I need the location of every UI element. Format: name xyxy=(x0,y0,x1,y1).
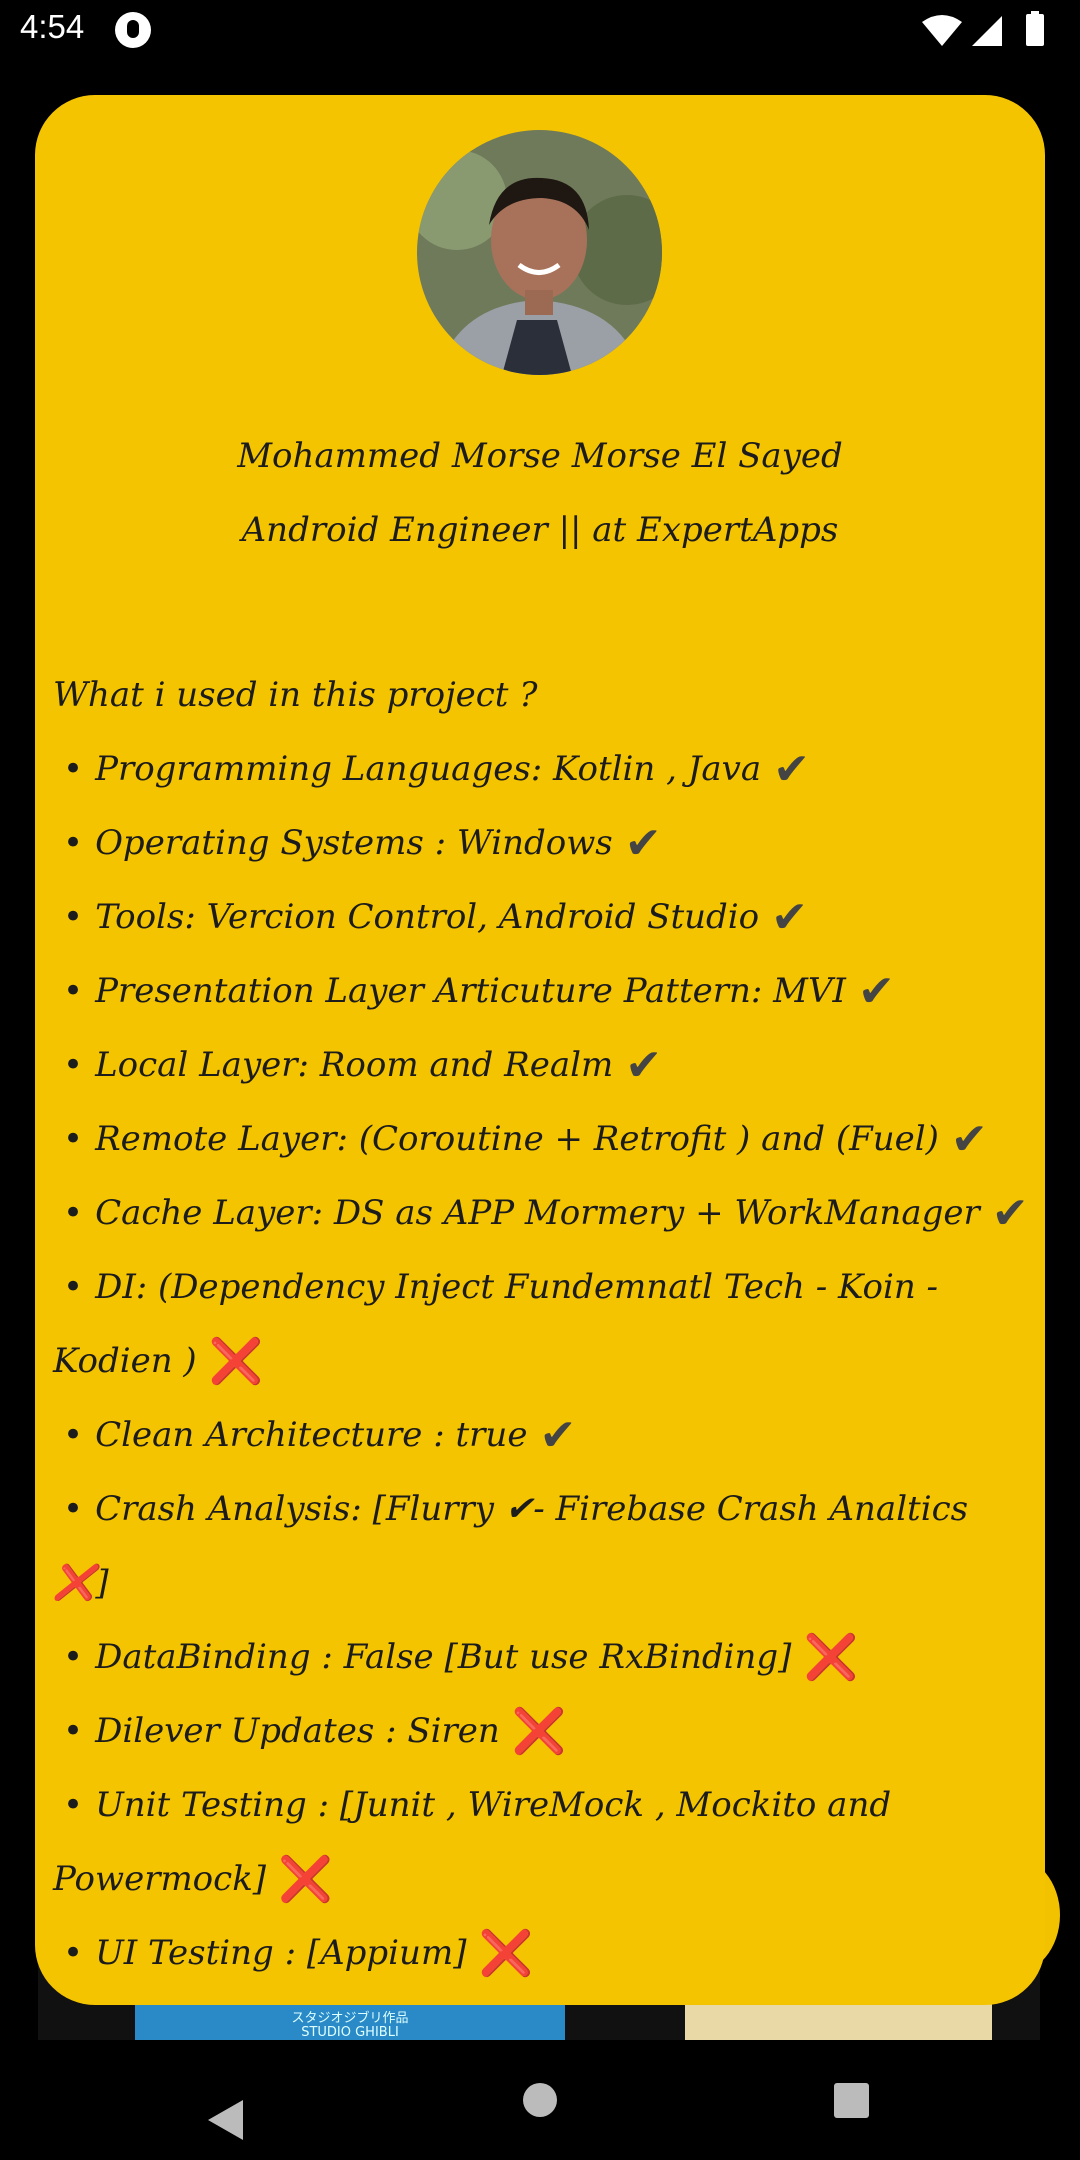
list-item: • Tools: Vercion Control, Android Studio ✔ xyxy=(53,880,1033,954)
list-item: • Programming Languages: Kotlin , Java ✔ xyxy=(53,732,1033,806)
bullet-icon: • xyxy=(63,1119,84,1159)
check-mark-icon: ✔ xyxy=(950,1114,988,1165)
bullet-icon: • xyxy=(63,1193,84,1233)
battery-icon xyxy=(1026,14,1044,46)
profile-title: Android Engineer || at ExpertApps xyxy=(241,510,839,550)
home-icon[interactable] xyxy=(523,2083,557,2117)
list-item: • Dilever Updates : Siren ❌ xyxy=(53,1694,1033,1768)
list-item: • Unit Testing : [Junit , WireMock , Mock… xyxy=(53,1768,1033,1916)
profile-name: Mohammed Morse Morse El Sayed xyxy=(237,436,843,476)
cross-mark-icon: ❌ xyxy=(208,1336,264,1387)
list-item: • Cache Layer: DS as APP Mormery + WorkMa… xyxy=(53,1176,1033,1250)
bullet-icon: • xyxy=(63,749,84,789)
list-item-text: Presentation Layer Articuture Pattern: M… xyxy=(95,971,846,1011)
list-item: • DataBinding : False [But use RxBinding]… xyxy=(53,1620,1033,1694)
bullet-icon: • xyxy=(63,1711,84,1751)
check-mark-icon: ✔ xyxy=(539,1410,577,1461)
cross-mark-icon: ❌ xyxy=(803,1632,859,1683)
list-item: • UI Testing : [Appium] ❌ xyxy=(53,1916,1033,1990)
list-item: • Clean Architecture : true ✔ xyxy=(53,1398,1033,1472)
list-item: • Local Layer: Room and Realm ✔ xyxy=(53,1028,1033,1102)
bullet-icon: • xyxy=(63,1785,84,1825)
recents-icon[interactable] xyxy=(834,2083,869,2118)
bullet-icon: • xyxy=(63,971,84,1011)
list-item-text: Operating Systems : Windows xyxy=(95,823,613,863)
bullet-icon: • xyxy=(63,897,84,937)
avatar xyxy=(417,130,662,375)
tech-list: • Programming Languages: Kotlin , Java ✔ • O… xyxy=(53,732,1033,1990)
profile-photo-icon xyxy=(417,130,662,375)
bullet-icon: • xyxy=(63,1415,84,1455)
list-item-text: Unit Testing : [Junit , WireMock , Mocki… xyxy=(53,1785,892,1899)
list-item-text: Programming Languages: Kotlin , Java xyxy=(95,749,762,789)
bullet-icon: • xyxy=(63,1637,84,1677)
project-question: What i used in this project ? xyxy=(53,675,538,715)
list-item: • Crash Analysis: [Flurry ✔- Firebase Cra… xyxy=(53,1472,1033,1620)
profile-card: Mohammed Morse Morse El Sayed Android En… xyxy=(35,95,1045,2005)
status-icons xyxy=(922,11,1044,46)
list-item-text: Clean Architecture : true xyxy=(95,1415,528,1455)
list-item-text: Dilever Updates : Siren xyxy=(95,1711,500,1751)
cross-mark-icon: ❌ xyxy=(278,1854,333,1905)
list-item: • Presentation Layer Articuture Pattern: … xyxy=(53,954,1033,1028)
list-item-text: DI: (Dependency Inject Fundemnatl Tech -… xyxy=(53,1267,939,1381)
project-section: What i used in this project ? • Programmi… xyxy=(53,658,1033,1990)
status-bar: 4:54 xyxy=(0,0,1080,60)
signal-icon xyxy=(972,16,1002,46)
navigation-bar xyxy=(208,2083,869,2140)
list-item: • Operating Systems : Windows ✔ xyxy=(53,806,1033,880)
background-thumbnail-left-label: スタジオジブリ作品 STUDIO GHIBLI xyxy=(291,2011,409,2040)
list-item-text: Tools: Vercion Control, Android Studio xyxy=(95,897,760,937)
bullet-icon: • xyxy=(63,1933,84,1973)
check-mark-icon: ✔ xyxy=(625,1040,663,1091)
list-item-text: UI Testing : [Appium] xyxy=(95,1933,467,1973)
cross-mark-icon: ❌ xyxy=(478,1928,534,1979)
status-time: 4:54 xyxy=(20,8,85,45)
list-item-text: DataBinding : False [But use RxBinding] xyxy=(95,1637,792,1677)
check-mark-icon: ✔ xyxy=(773,744,810,795)
list-item: • Remote Layer: (Coroutine + Retrofit ) a… xyxy=(53,1102,1033,1176)
bullet-icon: • xyxy=(63,1267,84,1307)
bullet-icon: • xyxy=(63,1489,84,1529)
wifi-icon xyxy=(922,15,962,46)
bullet-icon: • xyxy=(63,823,84,863)
check-mark-icon: ✔ xyxy=(991,1188,1029,1239)
background-thumbnail-left[interactable] xyxy=(135,2000,565,2040)
check-mark-icon: ✔ xyxy=(771,892,808,943)
check-mark-icon: ✔ xyxy=(624,818,662,869)
back-icon[interactable] xyxy=(208,2100,243,2140)
app-notification-icon xyxy=(115,12,151,48)
list-item: • DI: (Dependency Inject Fundemnatl Tech … xyxy=(53,1250,1033,1398)
list-item-text: Local Layer: Room and Realm xyxy=(95,1045,614,1085)
cross-mark-icon: ❌ xyxy=(511,1706,567,1757)
bullet-icon: • xyxy=(63,1045,84,1085)
list-item-text: Cache Layer: DS as APP Mormery + WorkMan… xyxy=(95,1193,980,1233)
list-item-text: Crash Analysis: [Flurry ✔- Firebase Cras… xyxy=(53,1489,969,1603)
list-item-text: Remote Layer: (Coroutine + Retrofit ) an… xyxy=(95,1119,939,1159)
background-thumbnail-right[interactable] xyxy=(685,2000,992,2040)
check-mark-icon: ✔ xyxy=(857,966,895,1017)
